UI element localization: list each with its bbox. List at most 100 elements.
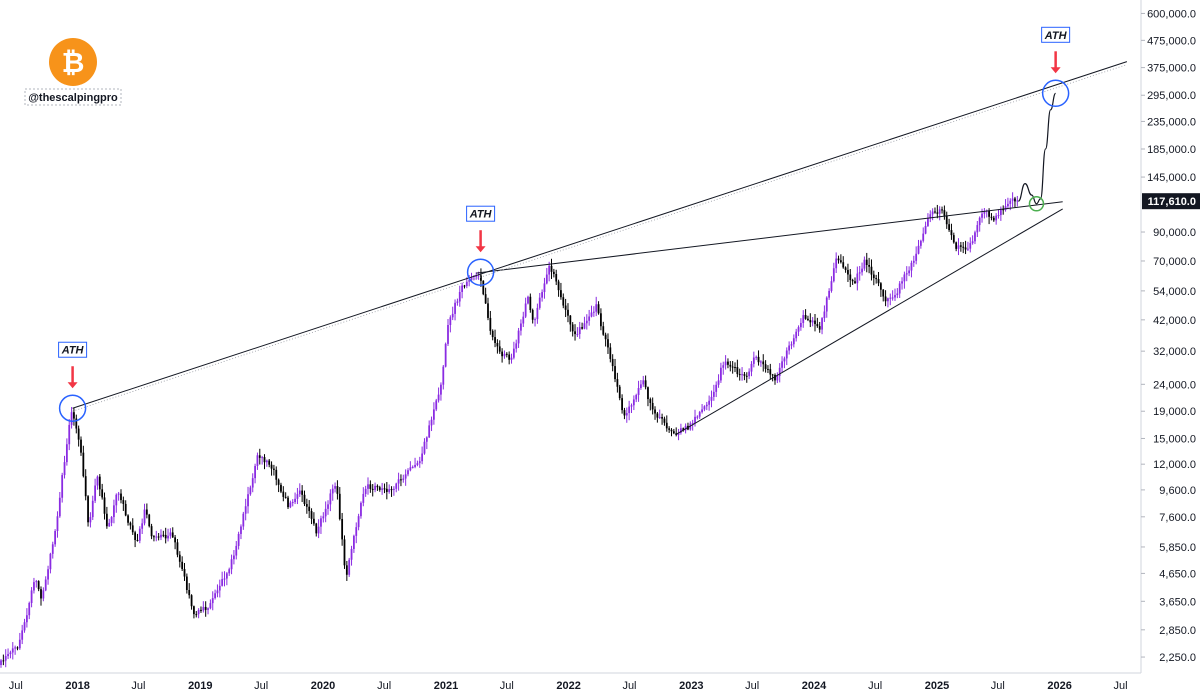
candle-body: [235, 545, 238, 556]
candle-body: [157, 536, 160, 538]
candle-body: [929, 214, 932, 219]
candle-body: [762, 361, 765, 365]
candle-body: [211, 598, 214, 604]
x-axis[interactable]: Jul 2018 Jul 2019 Jul 2020 Jul 2021 Jul 2022 Jul 20…: [9, 680, 1128, 692]
handle-badge: [24, 88, 122, 106]
candle-body: [447, 324, 449, 344]
candle-body: [287, 497, 289, 508]
candle-body: [632, 399, 635, 406]
candle-body: [122, 500, 125, 504]
candle-body: [70, 412, 73, 425]
candle-body: [395, 483, 398, 489]
x-tick-label: Jul: [1113, 680, 1127, 692]
candle-body: [661, 416, 663, 419]
candle-body: [369, 484, 372, 489]
candle-body: [461, 285, 464, 292]
candle-body: [788, 345, 791, 351]
candle-body: [418, 461, 421, 464]
candle-body: [65, 444, 68, 463]
candle-body: [33, 582, 35, 591]
candle-body: [807, 318, 809, 321]
candle-body: [825, 297, 828, 312]
candle-body: [465, 281, 468, 287]
candle-body: [282, 491, 285, 497]
candle-body: [538, 297, 541, 308]
candle-body: [978, 217, 981, 226]
candle-body: [98, 476, 101, 490]
candle-body: [313, 518, 315, 524]
candle-body: [950, 230, 953, 236]
candle-body: [715, 384, 718, 392]
candle-body: [724, 361, 727, 366]
candle-body: [296, 494, 299, 499]
candle-body: [774, 374, 776, 381]
x-tick-label: 2025: [925, 680, 949, 692]
y-tick-label: 375,000.0: [1147, 63, 1196, 75]
candle-body: [367, 484, 369, 489]
candle-body: [273, 468, 275, 470]
candle-body: [171, 532, 174, 538]
candle-body: [181, 561, 184, 569]
candle-body: [348, 559, 351, 575]
candle-body: [611, 358, 614, 367]
candle-body: [938, 209, 941, 214]
candle-body: [303, 494, 306, 505]
candle-body: [682, 428, 685, 431]
candle-body: [595, 304, 598, 312]
candle-body: [263, 457, 266, 463]
candle-body: [103, 497, 106, 514]
trendline-3[interactable]: [675, 208, 1063, 436]
x-tick-label: Jul: [622, 680, 636, 692]
candle-body: [491, 330, 494, 338]
candle-body: [574, 331, 576, 335]
candle-body: [903, 274, 906, 282]
x-tick-label: 2018: [65, 680, 89, 692]
x-tick-label: 2024: [802, 680, 827, 692]
candle-body: [976, 225, 979, 233]
candle-body: [193, 606, 195, 615]
trendline-2[interactable]: [476, 201, 1063, 274]
candle-body: [908, 270, 911, 274]
candle-body: [56, 516, 59, 532]
candle-body: [818, 326, 821, 330]
bitcoin-logo-icon: [49, 38, 97, 86]
candles-layer: [0, 192, 1019, 668]
candle-body: [863, 259, 866, 269]
candle-body: [524, 303, 527, 317]
candle-body: [924, 225, 927, 234]
candle-body: [901, 281, 903, 284]
trendline-1[interactable]: [72, 61, 1128, 409]
candle-body: [865, 259, 868, 265]
candle-body: [18, 639, 21, 649]
candle-body: [971, 241, 974, 244]
candle-body: [783, 358, 786, 362]
ath-label-box: [58, 341, 88, 358]
candle-body: [458, 291, 461, 302]
candle-body: [487, 303, 489, 318]
ath-circle: [1041, 79, 1070, 108]
candle-body: [167, 535, 169, 539]
candle-body: [244, 506, 247, 514]
candle-body: [588, 316, 591, 321]
x-tick-label: 2022: [556, 680, 580, 692]
y-tick-label: 295,000.0: [1147, 90, 1196, 102]
candle-body: [602, 326, 605, 335]
candle-body: [680, 428, 682, 433]
candle-body: [564, 305, 567, 310]
candle-body: [917, 245, 920, 254]
candle-body: [388, 489, 391, 492]
candle-body: [609, 347, 612, 359]
candle-body: [25, 615, 28, 623]
projection-path[interactable]: [1018, 92, 1057, 205]
candle-body: [731, 366, 734, 368]
candle-body: [277, 479, 280, 485]
candle-body: [134, 532, 137, 540]
candle-body: [360, 502, 362, 517]
y-axis[interactable]: 600,000.0 475,000.0 375,000.0 295,000.0 235,…: [1141, 8, 1196, 664]
candle-body: [1004, 206, 1007, 211]
candle-body: [851, 280, 854, 282]
candle-body: [790, 344, 793, 346]
candle-body: [854, 281, 856, 284]
candle-body: [931, 211, 934, 215]
candle-body: [233, 555, 235, 560]
